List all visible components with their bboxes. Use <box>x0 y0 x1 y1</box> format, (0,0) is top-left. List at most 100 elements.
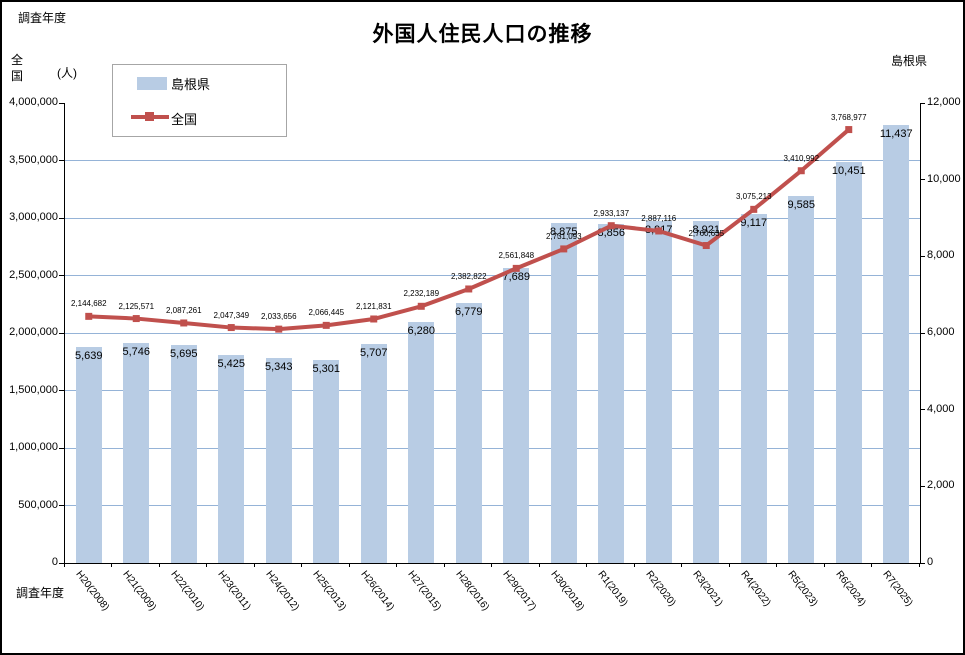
bar-data-label: 5,707 <box>359 347 388 360</box>
bar-data-label: 8,875 <box>549 225 578 238</box>
bar-H20(2008) <box>75 346 102 563</box>
bar-data-label: 5,695 <box>169 347 198 360</box>
bar-H24(2012) <box>265 358 292 563</box>
bar-R2(2020) <box>645 221 672 563</box>
bar-H30(2018) <box>550 222 577 563</box>
x-axis-category-label: R5(2023) <box>785 569 820 609</box>
gridline <box>65 275 920 276</box>
line-marker <box>180 319 188 327</box>
y-axis-label-left: 500,000 <box>18 498 58 511</box>
gridline <box>65 160 920 161</box>
bar-H27(2015) <box>408 322 435 563</box>
x-axis-category-label: H24(2012) <box>263 569 301 614</box>
y-axis-label-right: 10,000 <box>927 172 961 185</box>
x-axis-category-label: H29(2017) <box>500 569 539 614</box>
bar-data-label: 5,343 <box>264 361 293 374</box>
line-data-label: 2,382,822 <box>450 271 487 281</box>
x-axis-category-label: H22(2010) <box>168 569 206 614</box>
y-axis-label-left: 2,000,000 <box>9 326 58 338</box>
left-axis-title: 全国 <box>11 53 24 84</box>
line-data-label: 2,066,445 <box>308 308 345 318</box>
gridline <box>65 505 920 506</box>
bar-data-label: 7,689 <box>502 271 531 284</box>
bar-data-label: 5,301 <box>312 362 341 375</box>
x-axis-category-label: R6(2024) <box>833 569 868 609</box>
y-axis-label-right: 4,000 <box>927 402 955 415</box>
legend: 島根県 全国 <box>112 64 287 137</box>
y-axis-label-left: 1,000,000 <box>9 441 58 453</box>
y-axis-label-right: 2,000 <box>927 479 955 492</box>
line-data-label: 2,232,189 <box>403 289 440 299</box>
line-marker <box>797 167 805 175</box>
line-data-label: 2,087,261 <box>165 305 202 315</box>
bar-R4(2022) <box>740 213 767 563</box>
gridline <box>65 390 920 391</box>
y-axis-label-right: 12,000 <box>927 96 961 108</box>
x-axis-category-label: H25(2013) <box>310 569 349 614</box>
line-marker <box>322 321 330 329</box>
line-data-label: 2,561,848 <box>498 251 535 261</box>
bar-R3(2021) <box>693 221 720 563</box>
bar-data-label: 10,451 <box>831 165 866 178</box>
bar-data-label: 9,585 <box>787 198 816 211</box>
y-axis-label-left: 2,500,000 <box>9 268 58 281</box>
y-axis-label-left: 0 <box>51 556 58 568</box>
x-axis-category-label: H23(2011) <box>215 569 253 613</box>
y-axis-label-right: 6,000 <box>927 326 955 338</box>
line-marker <box>275 325 283 333</box>
line-data-label: 2,121,831 <box>355 301 392 311</box>
y-axis-label-left: 3,500,000 <box>9 153 58 166</box>
x-axis-category-label: R7(2025) <box>880 569 915 609</box>
line-data-label: 2,033,656 <box>260 312 297 322</box>
line-data-label: 2,887,116 <box>641 213 677 223</box>
line-marker <box>845 126 853 134</box>
line-marker <box>227 324 235 332</box>
line-marker <box>370 315 378 323</box>
line-series-zenkoku <box>85 126 853 333</box>
bar-R1(2019) <box>598 223 625 563</box>
y-axis-label-left: 1,500,000 <box>9 383 58 396</box>
y-axis-label-left: 4,000,000 <box>9 96 58 108</box>
left-axis-unit-label: (人) <box>57 66 77 80</box>
line-data-label: 2,731,093 <box>545 231 582 241</box>
line-data-label: 3,768,977 <box>830 112 867 122</box>
x-axis-category-label: H21(2009) <box>120 569 159 614</box>
bar-R7(2025) <box>883 124 910 563</box>
bar-H23(2011) <box>218 355 245 563</box>
line-marker <box>607 222 615 230</box>
line-data-label: 2,125,571 <box>118 301 155 311</box>
bar-H29(2017) <box>503 268 530 563</box>
bar-data-label: 11,437 <box>879 127 913 140</box>
x-axis-category-label: H26(2014) <box>358 569 396 614</box>
x-axis-category-label: H20(2008) <box>73 569 111 614</box>
bar-H28(2016) <box>455 303 482 563</box>
gridline <box>65 332 920 334</box>
line-data-label: 2,144,682 <box>70 299 107 309</box>
x-axis-category-label: R3(2021) <box>690 569 725 609</box>
y-axis-label-right: 8,000 <box>927 249 955 262</box>
bar-data-label: 5,746 <box>122 345 151 358</box>
bar-data-label: 8,921 <box>692 224 721 237</box>
bar-data-label: 5,639 <box>74 349 103 362</box>
bar-H22(2010) <box>170 344 197 563</box>
bar-data-label: 6,280 <box>407 325 436 338</box>
bar-H21(2009) <box>123 342 150 563</box>
bar-data-label: 6,779 <box>454 306 483 319</box>
line-data-label: 3,410,992 <box>783 153 820 163</box>
line-marker <box>560 245 568 253</box>
legend-label-zenkoku: 全国 <box>171 112 198 127</box>
y-axis-label-right: 0 <box>927 556 934 568</box>
line-marker <box>417 302 425 310</box>
x-axis-category-label: H30(2018) <box>548 569 586 614</box>
zenkoku-line-legend-marker <box>145 112 154 121</box>
bar-R5(2023) <box>788 195 815 563</box>
line-data-label: 3,075,213 <box>735 192 772 202</box>
survey-year-label-top: 調査年度 <box>18 11 67 25</box>
line-marker <box>132 315 140 323</box>
line-data-label: 2,047,349 <box>213 310 250 320</box>
line-marker <box>702 242 710 250</box>
bar-H25(2013) <box>313 359 340 563</box>
right-axis-title: 島根県 <box>891 54 928 68</box>
plot-area: 5,639 5,746 5,695 5,425 5,343 5,301 5,707 6,280… <box>64 103 921 564</box>
